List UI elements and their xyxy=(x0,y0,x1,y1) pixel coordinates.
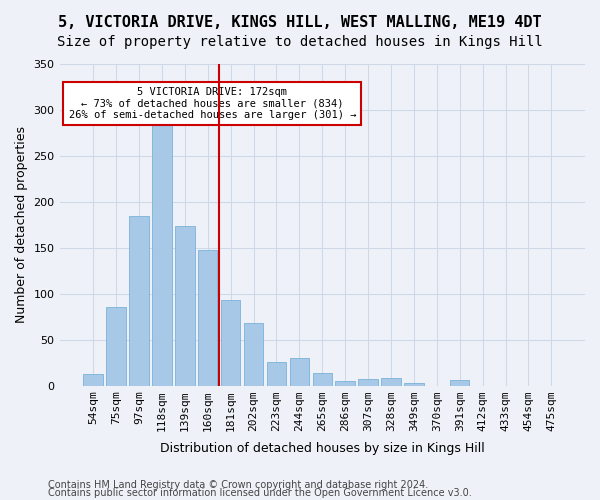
Bar xyxy=(106,308,126,386)
Bar xyxy=(152,120,172,386)
Bar xyxy=(221,300,241,386)
Text: Contains public sector information licensed under the Open Government Licence v3: Contains public sector information licen… xyxy=(48,488,472,498)
Bar xyxy=(381,378,401,386)
X-axis label: Distribution of detached houses by size in Kings Hill: Distribution of detached houses by size … xyxy=(160,442,485,455)
Text: 5, VICTORIA DRIVE, KINGS HILL, WEST MALLING, ME19 4DT: 5, VICTORIA DRIVE, KINGS HILL, WEST MALL… xyxy=(58,15,542,30)
Bar xyxy=(175,226,194,386)
Bar xyxy=(129,216,149,386)
Bar xyxy=(267,362,286,386)
Bar xyxy=(450,380,469,386)
Bar xyxy=(290,358,309,386)
Bar xyxy=(198,250,217,386)
Text: Contains HM Land Registry data © Crown copyright and database right 2024.: Contains HM Land Registry data © Crown c… xyxy=(48,480,428,490)
Y-axis label: Number of detached properties: Number of detached properties xyxy=(15,126,28,324)
Bar xyxy=(404,383,424,386)
Bar xyxy=(358,379,378,386)
Text: 5 VICTORIA DRIVE: 172sqm
← 73% of detached houses are smaller (834)
26% of semi-: 5 VICTORIA DRIVE: 172sqm ← 73% of detach… xyxy=(68,87,356,120)
Bar xyxy=(83,374,103,386)
Bar xyxy=(313,372,332,386)
Bar xyxy=(244,323,263,386)
Text: Size of property relative to detached houses in Kings Hill: Size of property relative to detached ho… xyxy=(57,35,543,49)
Bar xyxy=(335,381,355,386)
